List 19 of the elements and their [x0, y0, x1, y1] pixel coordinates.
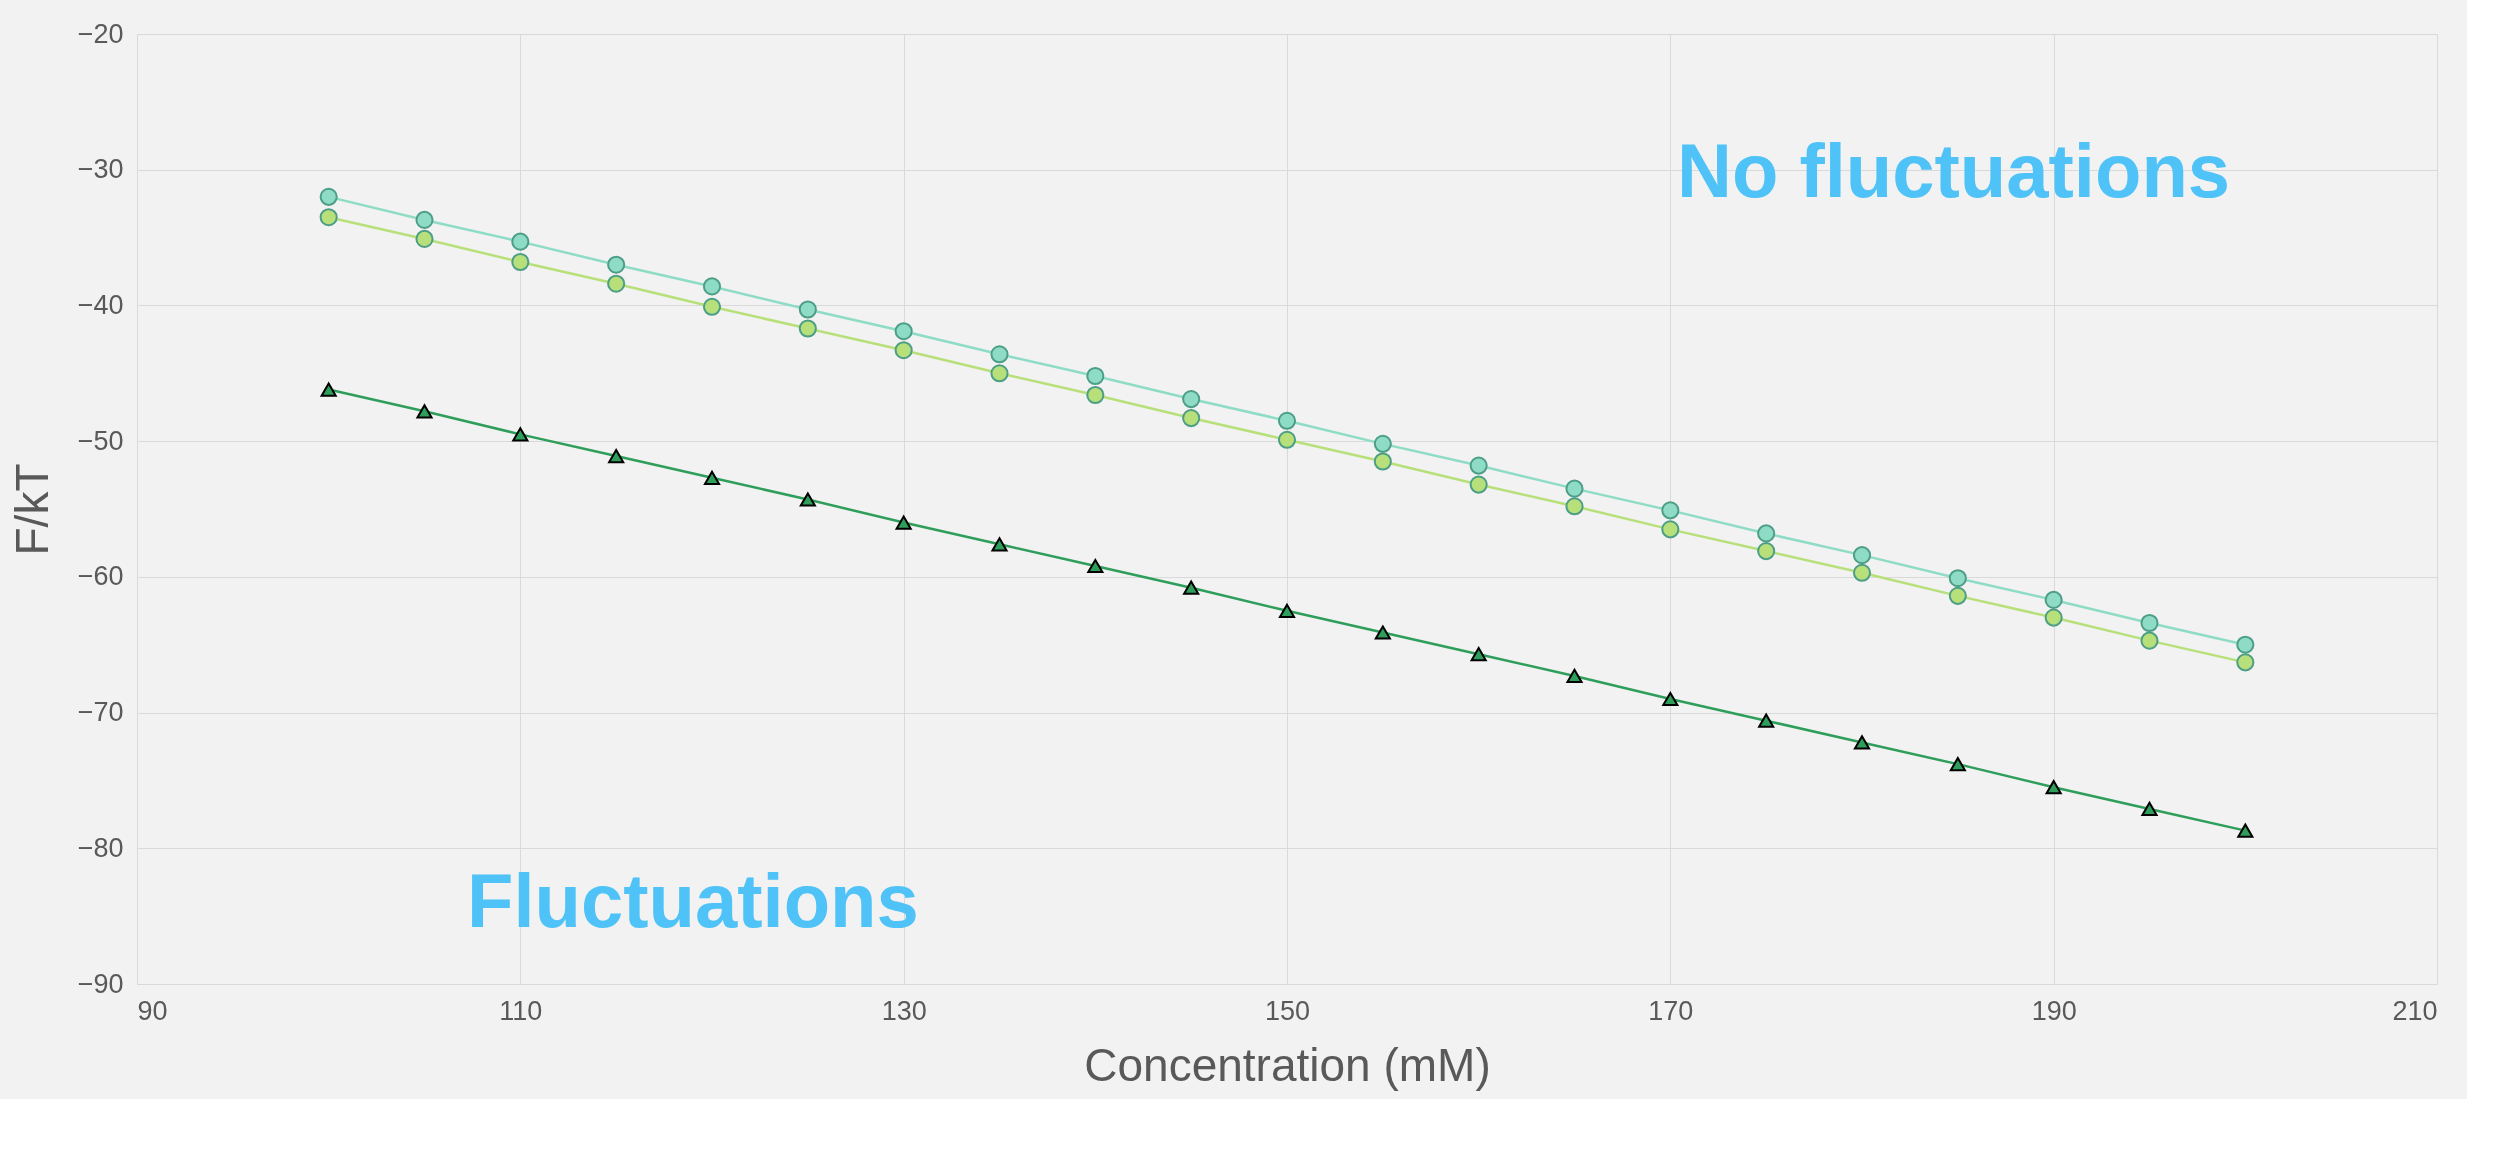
- x-tick-label: 210: [2392, 995, 2438, 1026]
- y-tick-label: −90: [77, 968, 124, 999]
- annotation: Fluctuations: [467, 858, 919, 943]
- y-tick-label: −80: [77, 832, 124, 863]
- y-tick-label: −40: [77, 289, 124, 320]
- x-tick-label: 190: [2031, 995, 2077, 1026]
- y-tick-label: −30: [77, 154, 124, 185]
- y-tick-label: −20: [77, 18, 124, 49]
- x-tick-label: 150: [1264, 995, 1311, 1026]
- x-tick-label: 110: [499, 995, 543, 1026]
- y-tick-label: −70: [77, 697, 124, 728]
- x-axis-title: Concentration (mM): [1084, 1038, 1491, 1091]
- x-tick-label: 170: [1648, 995, 1694, 1026]
- y-tick-label: −50: [77, 425, 124, 456]
- x-tick-label: 90: [137, 995, 168, 1026]
- y-axis-title: F/kT: [5, 463, 58, 556]
- annotation: No fluctuations: [1677, 128, 2231, 213]
- x-tick-label: 130: [881, 995, 927, 1026]
- y-tick-label: −60: [77, 561, 124, 592]
